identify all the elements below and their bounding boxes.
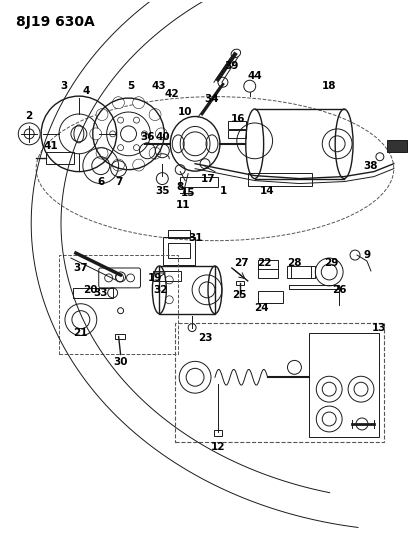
Circle shape [96,147,108,159]
Bar [59,255,178,354]
Text: 10: 10 [178,107,192,117]
Bar [214,430,222,436]
Bar [163,237,195,265]
Text: 35: 35 [155,187,170,197]
Bar [236,281,244,285]
Bar [159,266,215,314]
Bar [228,130,246,138]
Text: 38: 38 [364,160,378,171]
Circle shape [113,97,124,109]
Text: 37: 37 [74,263,88,273]
Bar [180,176,218,187]
Text: 23: 23 [198,333,212,343]
Bar [228,121,246,129]
Text: 27: 27 [234,258,249,268]
Bar [287,266,315,278]
Text: 36: 36 [140,132,155,142]
Bar [387,140,407,152]
Text: 6: 6 [97,176,104,187]
Text: 26: 26 [332,285,346,295]
Text: 8J19 630A: 8J19 630A [16,14,95,29]
Text: 5: 5 [127,81,134,91]
Circle shape [90,128,102,140]
Text: 31: 31 [188,233,202,243]
Text: 16: 16 [231,114,245,124]
Bar [248,173,312,185]
Text: 41: 41 [44,141,58,151]
Text: 32: 32 [153,285,168,295]
Bar [310,333,379,437]
Text: 25: 25 [233,290,247,300]
Text: 40: 40 [155,132,170,142]
Bar [46,152,74,164]
Circle shape [133,159,144,171]
Text: 18: 18 [322,81,336,91]
Text: 20: 20 [84,285,98,295]
Text: 2: 2 [26,111,33,121]
Text: 3: 3 [60,81,68,91]
Text: 17: 17 [201,174,215,183]
Text: 19: 19 [148,273,163,283]
Text: 28: 28 [287,258,302,268]
Circle shape [155,128,167,140]
Circle shape [96,109,108,120]
Text: 43: 43 [151,81,165,91]
Circle shape [149,147,161,159]
Bar [115,334,125,338]
Circle shape [133,97,144,109]
Bar [258,291,283,303]
Bar [73,288,113,298]
Text: 12: 12 [211,442,225,452]
Text: 4: 4 [82,86,89,96]
Text: 7: 7 [115,176,122,187]
Circle shape [113,159,124,171]
Text: 33: 33 [94,288,108,298]
Text: 15: 15 [181,189,195,198]
Text: 34: 34 [205,94,219,104]
Text: 29: 29 [324,258,339,268]
Text: 1: 1 [220,185,228,196]
Bar [153,271,181,281]
Text: 9: 9 [363,250,370,260]
Text: 22: 22 [257,258,272,268]
Bar [175,322,384,442]
Bar [258,260,278,278]
Text: 44: 44 [247,71,262,81]
Text: 11: 11 [176,200,190,211]
Text: 8: 8 [176,182,184,191]
Bar [168,243,190,258]
Text: 39: 39 [225,61,239,71]
Text: 21: 21 [74,328,88,337]
Text: 13: 13 [372,322,386,333]
Circle shape [149,109,161,120]
Text: 24: 24 [255,303,269,313]
Text: 30: 30 [113,357,128,367]
Bar [168,230,190,238]
Text: 42: 42 [165,89,180,99]
Text: 14: 14 [260,187,275,197]
